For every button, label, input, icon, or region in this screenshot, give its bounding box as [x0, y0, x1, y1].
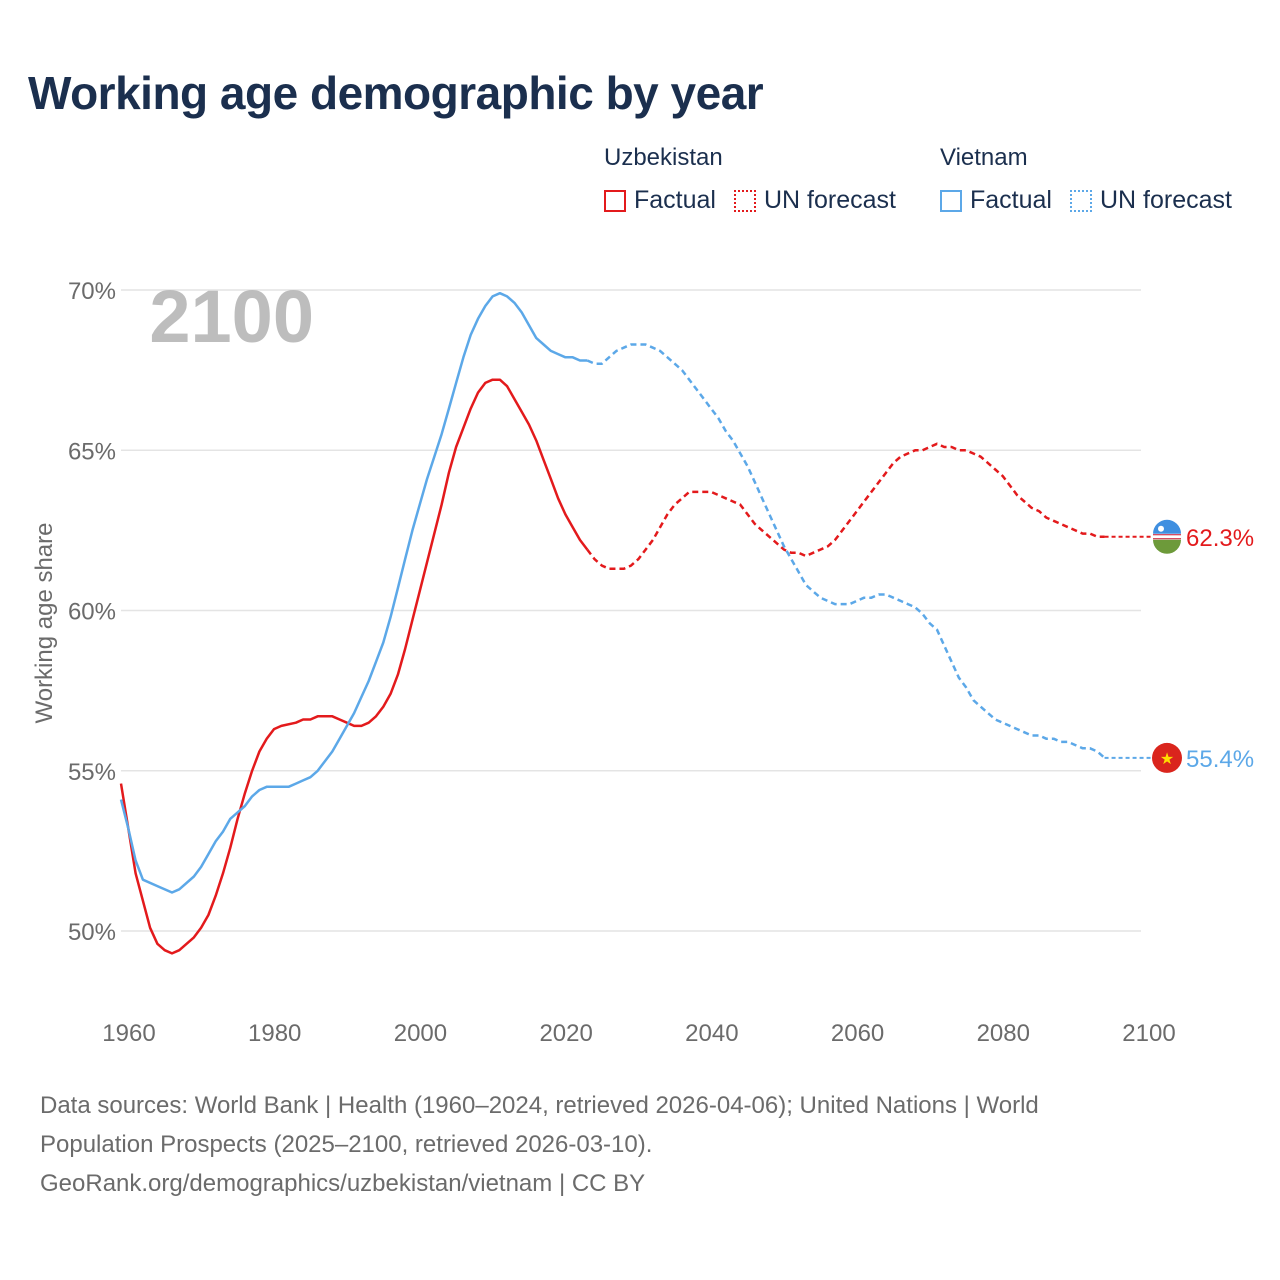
x-tick-label: 2080 — [977, 1020, 1030, 1047]
series-lines — [119, 291, 1106, 955]
end-value-label: 55.4% — [1186, 746, 1254, 773]
x-axis-ticks: 1960 1980 2000 2020 2040 2060 2080 2100 — [102, 1020, 1175, 1047]
y-tick-label: 65% — [68, 438, 116, 465]
flag-crescent — [1158, 525, 1164, 532]
end-markers: 62.3% ★ 55.4% — [1104, 519, 1254, 773]
series-line-vietnam-factual — [119, 291, 588, 894]
x-tick-label: 1980 — [248, 1020, 301, 1047]
legend-item-vietnam-forecast[interactable]: UN forecast — [1069, 186, 1232, 215]
flag-top-band — [1153, 519, 1181, 534]
y-tick-label: 60% — [68, 599, 116, 626]
series-line-vietnam-forecast — [586, 343, 1106, 759]
flag-base — [1152, 742, 1182, 773]
x-tick-label: 1960 — [102, 1020, 155, 1047]
x-tick-label: 2040 — [685, 1020, 738, 1047]
legend-label: Factual — [970, 186, 1052, 214]
y-axis-label: Working age share — [31, 523, 58, 724]
legend-group-uzbekistan: Uzbekistan Factual UN forecast — [604, 144, 914, 215]
x-tick-label: 2060 — [831, 1020, 884, 1047]
y-tick-label: 50% — [68, 919, 116, 946]
footer-sources: Data sources: World Bank | Health (1960–… — [40, 1086, 1220, 1203]
legend-swatch-dotted — [1069, 189, 1092, 212]
footer-line: Data sources: World Bank | Health (1960–… — [40, 1092, 1039, 1119]
legend-item-vietnam-factual[interactable]: Factual — [940, 186, 1052, 215]
flag-star: ★ — [1160, 749, 1174, 768]
y-tick-label: 55% — [68, 759, 116, 786]
y-axis-ticks: 50% 55% 60% 65% 70% — [68, 278, 116, 946]
vietnam-flag-icon: ★ — [1152, 742, 1182, 773]
legend-label: UN forecast — [763, 186, 896, 214]
y-tick-label: 70% — [68, 278, 116, 305]
footer-line: Population Prospects (2025–2100, retriev… — [40, 1131, 653, 1158]
x-tick-label: 2100 — [1122, 1020, 1175, 1047]
x-tick-label: 2020 — [539, 1020, 592, 1047]
legend-group-vietnam: Vietnam Factual UN forecast — [940, 144, 1250, 215]
legend-swatch-solid — [940, 189, 962, 212]
legend-label: UN forecast — [1099, 186, 1232, 214]
series-line-uzbekistan-forecast — [586, 442, 1105, 571]
legend-group-name: Vietnam — [940, 144, 1028, 171]
chart-title: Working age demographic by year — [28, 67, 764, 119]
legend-group-name: Uzbekistan — [604, 144, 723, 171]
end-value-label: 62.3% — [1186, 525, 1254, 552]
series-line-uzbekistan-factual — [119, 378, 589, 955]
line-chart: 50% 55% 60% 65% 70% 1960 1980 2000 2020 2040 2060… — [31, 275, 1254, 1047]
legend-item-uzbekistan-forecast[interactable]: UN forecast — [733, 186, 896, 215]
legend-label: Factual — [634, 186, 716, 214]
uzbekistan-flag-icon — [1153, 519, 1181, 554]
x-tick-label: 2000 — [394, 1020, 447, 1047]
year-watermark: 2100 — [149, 275, 314, 358]
legend-item-uzbekistan-factual[interactable]: Factual — [604, 186, 716, 215]
flag-bottom-band — [1153, 539, 1181, 554]
legend-swatch-solid — [604, 189, 626, 212]
legend-swatch-dotted — [733, 189, 756, 212]
grid-lines — [121, 289, 1141, 932]
footer-line: GeoRank.org/demographics/uzbekistan/viet… — [40, 1170, 646, 1197]
